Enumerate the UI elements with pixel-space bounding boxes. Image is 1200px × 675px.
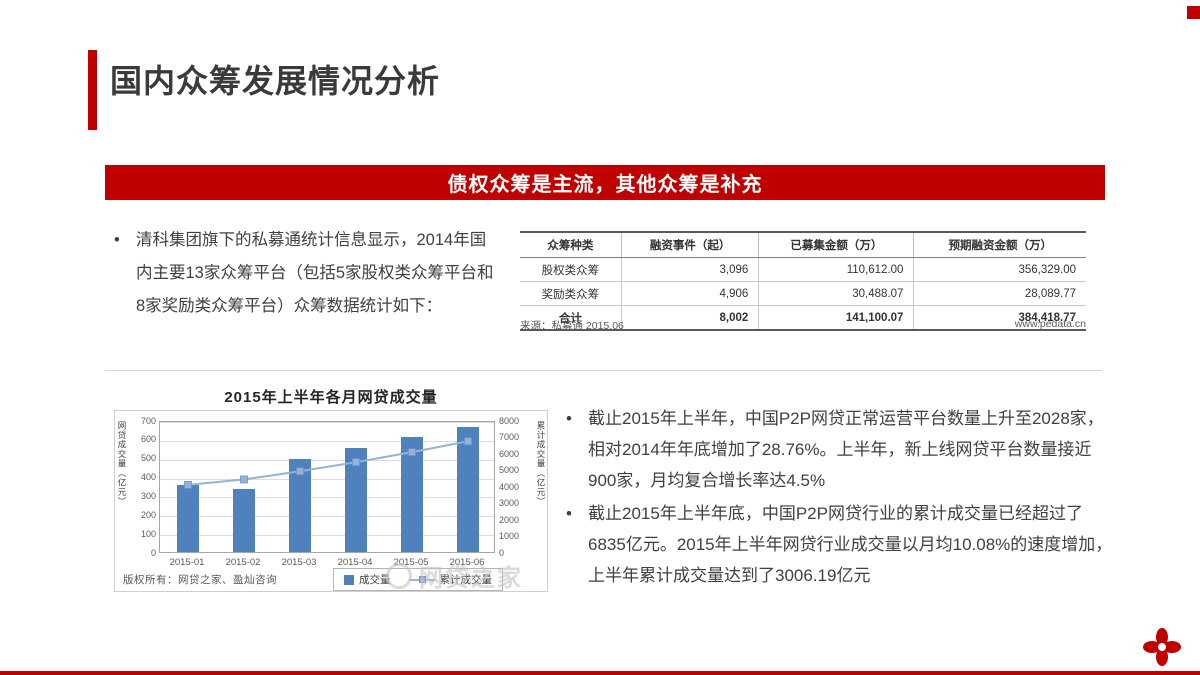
gridline: [160, 478, 494, 480]
table-source-right: www.pedata.cn: [1014, 318, 1086, 330]
x-axis-label: 2015-03: [281, 557, 317, 568]
right-axis-title: 累计成交量（亿元）: [536, 421, 546, 507]
left-axis-title: 网贷成交量（亿元）: [117, 421, 127, 507]
x-axis-label: 2015-05: [393, 557, 429, 568]
bar: [345, 447, 367, 552]
site-logo-icon: [1142, 627, 1182, 672]
x-axis-label: 2015-04: [337, 557, 373, 568]
table-cell: 356,329.00: [913, 257, 1086, 282]
left-axis-tick: 200: [140, 509, 156, 520]
chart-body: 网贷成交量（亿元） 累计成交量（亿元） 0 100 200 300 400 500 600 7…: [114, 410, 548, 592]
line-series: [184, 437, 472, 489]
table-cell: 合计: [520, 305, 622, 331]
bar: [177, 484, 199, 552]
left-axis-tick: 100: [140, 528, 156, 539]
bar-series: [160, 422, 494, 552]
right-axis-tick: 4000: [499, 481, 520, 492]
table-cell: 384,418.77: [913, 305, 1086, 331]
plot-area: [159, 421, 495, 553]
table-cell: 奖励类众筹: [520, 281, 622, 306]
bar: [233, 489, 255, 552]
gridline: [160, 497, 494, 499]
right-axis-tick: 7000: [499, 432, 520, 442]
line-swatch-icon: [408, 575, 435, 584]
left-axis-tick: 600: [140, 434, 156, 445]
table-cell: 4,906: [620, 281, 760, 306]
x-axis-label: 2015-01: [169, 557, 205, 568]
key-points-list: 截止2015年上半年，中国P2P网贷正常运营平台数量上升至2028家，相对201…: [562, 403, 1114, 593]
table-header-cell: 众筹种类: [520, 231, 622, 258]
chart-legend: 成交量 累计成交量: [333, 568, 503, 591]
table-header-row: 众筹种类 融资事件（起） 已募集金额（万） 预期融资金额（万）: [520, 231, 1086, 258]
table-header-cell: 已募集金额（万）: [758, 231, 915, 258]
gridline: [160, 459, 494, 461]
legend-item-line: 累计成交量: [408, 572, 493, 587]
bar: [401, 437, 423, 552]
table-cell: 股权类众筹: [520, 257, 622, 282]
gridline: [160, 535, 494, 537]
legend-box: 成交量 累计成交量: [333, 568, 503, 591]
left-axis-tick: 400: [140, 472, 156, 483]
table-header-cell: 融资事件（起）: [620, 231, 760, 258]
table-row: 奖励类众筹 4,906 30,488.07 28,089.77: [520, 281, 1086, 306]
table-row: 合计 8,002 141,100.07 384,418.77: [520, 305, 1086, 331]
bullet-item: 截止2015年上半年，中国P2P网贷正常运营平台数量上升至2028家，相对201…: [562, 403, 1114, 496]
section-banner: 债权众筹是主流，其他众筹是补充: [105, 165, 1105, 200]
table-cell: 141,100.07: [758, 305, 915, 331]
bullet-item: 截止2015年上半年底，中国P2P网贷行业的累计成交量已经超过了6835亿元。2…: [562, 498, 1114, 591]
x-axis-label: 2015-06: [449, 557, 485, 568]
table-cell: 30,488.07: [758, 281, 915, 306]
left-axis-tick: 300: [140, 490, 156, 501]
legend-label-bar: 成交量: [359, 574, 391, 586]
gridline: [160, 440, 494, 442]
table-cell: 8,002: [620, 305, 760, 331]
p2p-volume-chart: 2015年上半年各月网贷成交量 网贷成交量（亿元） 累计成交量（亿元） 0 100…: [114, 386, 548, 592]
left-axis-tick: 700: [140, 415, 156, 426]
table-header-cell: 预期融资金额（万）: [913, 231, 1086, 258]
table-cell: 3,096: [620, 257, 760, 282]
left-axis-tick: 500: [140, 453, 156, 464]
gridline: [160, 516, 494, 518]
intro-paragraph: 清科集团旗下的私募通统计信息显示，2014年国内主要13家众筹平台（包括5家股权…: [112, 224, 502, 323]
chart-title: 2015年上半年各月网贷成交量: [224, 389, 438, 406]
left-axis-tick: 0: [150, 547, 156, 558]
right-axis-tick: 5000: [499, 465, 520, 475]
right-axis-tick: 1000: [499, 531, 520, 541]
bar: [457, 427, 479, 552]
legend-item-bar: 成交量: [344, 572, 391, 587]
bar-swatch-icon: [344, 574, 354, 585]
right-axis-tick: 6000: [499, 448, 520, 459]
table-body: 股权类众筹 3,096 110,612.00 356,329.00 奖励类众筹 4,906…: [520, 257, 1086, 331]
bottom-accent-strip: [0, 671, 1200, 675]
gridline: [160, 422, 494, 423]
right-axis-tick: 3000: [499, 498, 520, 508]
legend-label-line: 累计成交量: [439, 574, 493, 586]
slide-title: 国内众筹发展情况分析: [110, 63, 441, 99]
table-cell: 28,089.77: [913, 281, 1086, 306]
corner-mark: [1187, 6, 1200, 19]
table-source: 来源：私募通 2015.06 www.pedata.cn: [520, 318, 1086, 333]
bar: [289, 459, 311, 552]
table-row: 股权类众筹 3,096 110,612.00 356,329.00: [520, 257, 1086, 282]
right-axis-tick: 2000: [499, 514, 520, 525]
chart-copyright: 版权所有：网贷之家、盈灿咨询: [123, 574, 277, 586]
crowdfunding-table: 众筹种类 融资事件（起） 已募集金额（万） 预期融资金额（万） 股权类众筹 3,096 1…: [520, 231, 1086, 331]
section-divider: [105, 370, 1102, 371]
right-axis-tick: 8000: [499, 415, 520, 426]
table-source-left: 来源：私募通 2015.06: [520, 320, 624, 332]
x-axis-label: 2015-02: [225, 557, 261, 568]
title-accent-bar: [88, 50, 97, 130]
right-axis-tick: 0: [499, 547, 505, 558]
table-cell: 110,612.00: [758, 257, 915, 282]
